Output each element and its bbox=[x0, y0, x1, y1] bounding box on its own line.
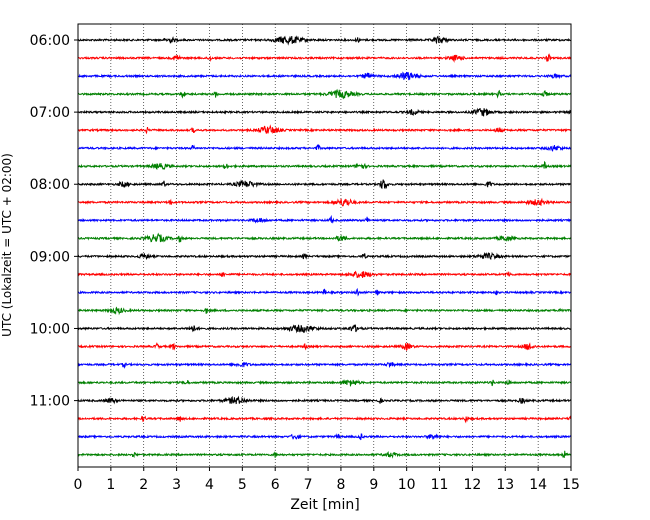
plot-frame bbox=[77, 23, 572, 468]
trace-0715 bbox=[77, 124, 572, 135]
y-tick-label: 06:00 bbox=[30, 33, 70, 49]
y-axis-label: UTC (Lokalzeit = UTC + 02:00) bbox=[0, 153, 14, 337]
y-tick-label: 11:00 bbox=[30, 394, 70, 410]
y-tick-label: 08:00 bbox=[30, 177, 70, 193]
x-tick-label: 14 bbox=[529, 477, 547, 493]
trace-0645 bbox=[77, 88, 572, 100]
trace-0815 bbox=[77, 197, 572, 207]
trace-0630 bbox=[77, 71, 572, 81]
trace-1100 bbox=[77, 395, 572, 405]
trace-0800 bbox=[77, 179, 572, 190]
x-axis-label: Zeit [min] bbox=[290, 497, 359, 513]
x-tick-label: 5 bbox=[238, 477, 247, 493]
trace-0730 bbox=[77, 144, 572, 152]
x-tick-label: 1 bbox=[106, 477, 115, 493]
x-tick-label: 4 bbox=[205, 477, 214, 493]
x-tick-label: 2 bbox=[139, 477, 148, 493]
x-tick-label: 7 bbox=[304, 477, 313, 493]
trace-0615 bbox=[77, 53, 572, 63]
y-tick-label: 07:00 bbox=[30, 105, 70, 121]
trace-0830 bbox=[77, 214, 572, 224]
x-tick-label: 10 bbox=[398, 477, 416, 493]
trace-1045 bbox=[77, 379, 572, 387]
seismic-traces bbox=[77, 35, 572, 459]
trace-1115 bbox=[77, 415, 572, 424]
y-tick-label: 10:00 bbox=[30, 321, 70, 337]
x-tick-label: 12 bbox=[463, 477, 481, 493]
x-tick-label: 3 bbox=[172, 477, 181, 493]
x-tick-label: 9 bbox=[369, 477, 378, 493]
x-tick-label: 15 bbox=[562, 477, 580, 493]
x-tick-label: 13 bbox=[496, 477, 514, 493]
trace-0930 bbox=[77, 287, 572, 297]
x-tick-label: 6 bbox=[271, 477, 280, 493]
trace-0700 bbox=[77, 107, 572, 117]
grid-lines bbox=[110, 24, 539, 467]
trace-1145 bbox=[77, 450, 572, 459]
trace-0600 bbox=[77, 35, 572, 46]
trace-1130 bbox=[77, 433, 572, 441]
trace-0915 bbox=[77, 270, 572, 279]
trace-1015 bbox=[77, 342, 572, 351]
y-axis-ticks: 06:00 07:00 08:00 09:00 10:00 11:00 bbox=[30, 33, 78, 410]
trace-1030 bbox=[77, 361, 572, 369]
x-axis-ticks: 0 1 2 3 4 5 6 7 8 9 10 11 12 13 14 15 bbox=[74, 467, 580, 493]
trace-0900 bbox=[77, 251, 572, 261]
trace-0845 bbox=[77, 232, 572, 243]
trace-1000 bbox=[77, 324, 572, 334]
y-tick-label: 09:00 bbox=[30, 249, 70, 265]
trace-0945 bbox=[77, 306, 572, 316]
x-tick-label: 11 bbox=[431, 477, 449, 493]
trace-0745 bbox=[77, 160, 572, 170]
x-tick-label: 0 bbox=[74, 477, 83, 493]
x-tick-label: 8 bbox=[336, 477, 345, 493]
